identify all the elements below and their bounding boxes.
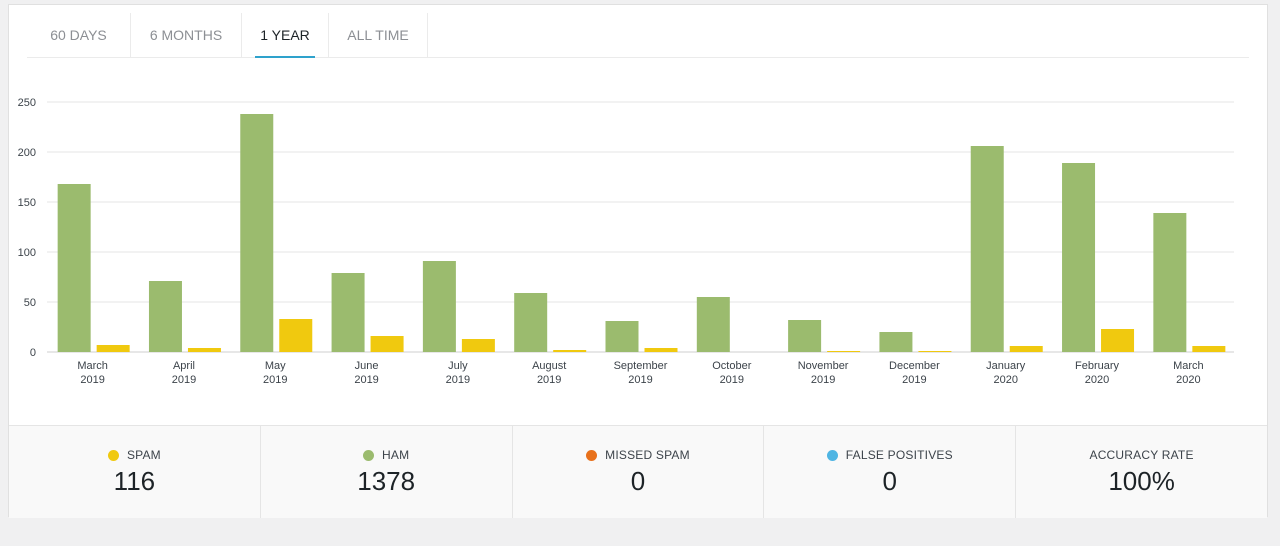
x-tick-label: March	[1173, 360, 1204, 372]
stat-missed-spam: MISSED SPAM 0	[513, 426, 765, 518]
spam-bar	[279, 319, 313, 352]
x-tick-label-year: 2019	[537, 374, 561, 386]
x-tick-label: August	[532, 360, 566, 372]
x-tick-label: September	[614, 360, 668, 372]
spam-bar	[187, 348, 221, 352]
x-tick-label-year: 2019	[446, 374, 470, 386]
stat-label: SPAM	[126, 448, 161, 462]
x-tick-label-year: 2019	[628, 374, 652, 386]
x-tick-label: May	[265, 360, 286, 372]
ham-bar	[331, 273, 365, 352]
y-tick-label: 50	[24, 297, 36, 309]
spam-bar	[827, 351, 861, 352]
stat-accuracy-rate: ACCURACY RATE 100%	[1016, 426, 1267, 518]
x-tick-label-year: 2019	[172, 374, 196, 386]
stat-ham: HAM 1378	[261, 426, 513, 518]
spam-bar	[370, 336, 404, 352]
ham-bar	[788, 320, 822, 352]
ham-bar	[605, 321, 639, 352]
stat-value: 100%	[1108, 466, 1175, 496]
y-tick-label: 100	[18, 247, 36, 259]
x-tick-label: March	[77, 360, 108, 372]
ham-bar	[970, 146, 1004, 352]
x-tick-label: June	[355, 360, 379, 372]
x-tick-label-year: 2020	[1085, 374, 1109, 386]
x-tick-label-year: 2019	[720, 374, 744, 386]
spam-bar	[553, 350, 587, 352]
stat-value: 0	[630, 466, 646, 496]
stat-value: 0	[882, 466, 898, 496]
y-tick-label: 0	[30, 347, 36, 359]
stats-card: 60 DAYS 6 MONTHS 1 YEAR ALL TIME 0 50 100 1…	[8, 4, 1268, 518]
spam-bar	[644, 348, 678, 352]
x-tick-label: February	[1075, 360, 1120, 372]
ham-dot-icon	[363, 449, 375, 461]
tab-1-year[interactable]: 1 YEAR	[242, 13, 329, 58]
stat-value: 1378	[357, 466, 416, 496]
tab-60-days[interactable]: 60 DAYS	[27, 13, 131, 57]
spam-bar	[96, 345, 130, 352]
spam-bar	[461, 339, 495, 352]
spam-bar	[1192, 346, 1226, 352]
x-tick-label-year: 2020	[1176, 374, 1200, 386]
false-positives-dot-icon	[826, 449, 838, 461]
missed-spam-dot-icon	[586, 449, 598, 461]
stat-label: HAM	[382, 448, 410, 462]
tab-all-time[interactable]: ALL TIME	[329, 13, 428, 57]
x-tick-label-year: 2019	[354, 374, 378, 386]
ham-bar	[422, 261, 456, 352]
ham-bar	[696, 297, 730, 352]
stat-value: 116	[113, 466, 156, 496]
x-tick-label: July	[448, 360, 468, 372]
stat-label: FALSE POSITIVES	[845, 448, 953, 462]
x-tick-label-year: 2019	[80, 374, 104, 386]
y-tick-label: 150	[18, 197, 36, 209]
y-tick-label: 200	[18, 147, 36, 159]
ham-bar	[148, 281, 182, 352]
stat-label: MISSED SPAM	[605, 448, 690, 462]
stat-spam: SPAM 116	[9, 426, 261, 518]
x-tick-label-year: 2019	[902, 374, 926, 386]
spam-ham-bar-chart: 0 50 100 150 200 250 March 2019 April 2019 May 2019…	[18, 97, 1234, 386]
x-tick-label: October	[712, 360, 751, 372]
ham-bar	[57, 184, 91, 352]
x-tick-label: December	[889, 360, 940, 372]
tab-6-months[interactable]: 6 MONTHS	[131, 13, 242, 57]
period-tabs: 60 DAYS 6 MONTHS 1 YEAR ALL TIME	[27, 13, 1249, 58]
spam-dot-icon	[107, 449, 119, 461]
x-tick-label: April	[173, 360, 195, 372]
stat-label: ACCURACY RATE	[1089, 448, 1194, 462]
x-tick-label: November	[798, 360, 849, 372]
spam-bar	[918, 351, 952, 352]
ham-bar	[240, 114, 274, 352]
stat-false-positives: FALSE POSITIVES 0	[764, 426, 1017, 518]
ham-bar	[1153, 213, 1187, 352]
x-tick-label-year: 2019	[263, 374, 287, 386]
spam-bar	[1101, 329, 1135, 352]
x-tick-label-year: 2019	[811, 374, 835, 386]
y-tick-label: 250	[18, 97, 36, 109]
ham-bar	[879, 332, 913, 352]
spam-bar	[1009, 346, 1043, 352]
stats-summary: SPAM 116 HAM 1378 MISSED SPAM 0 FALSE PO…	[9, 425, 1267, 518]
x-tick-label-year: 2020	[993, 374, 1017, 386]
ham-bar	[514, 293, 548, 352]
ham-bar	[1062, 163, 1096, 352]
x-tick-label: January	[986, 360, 1026, 372]
